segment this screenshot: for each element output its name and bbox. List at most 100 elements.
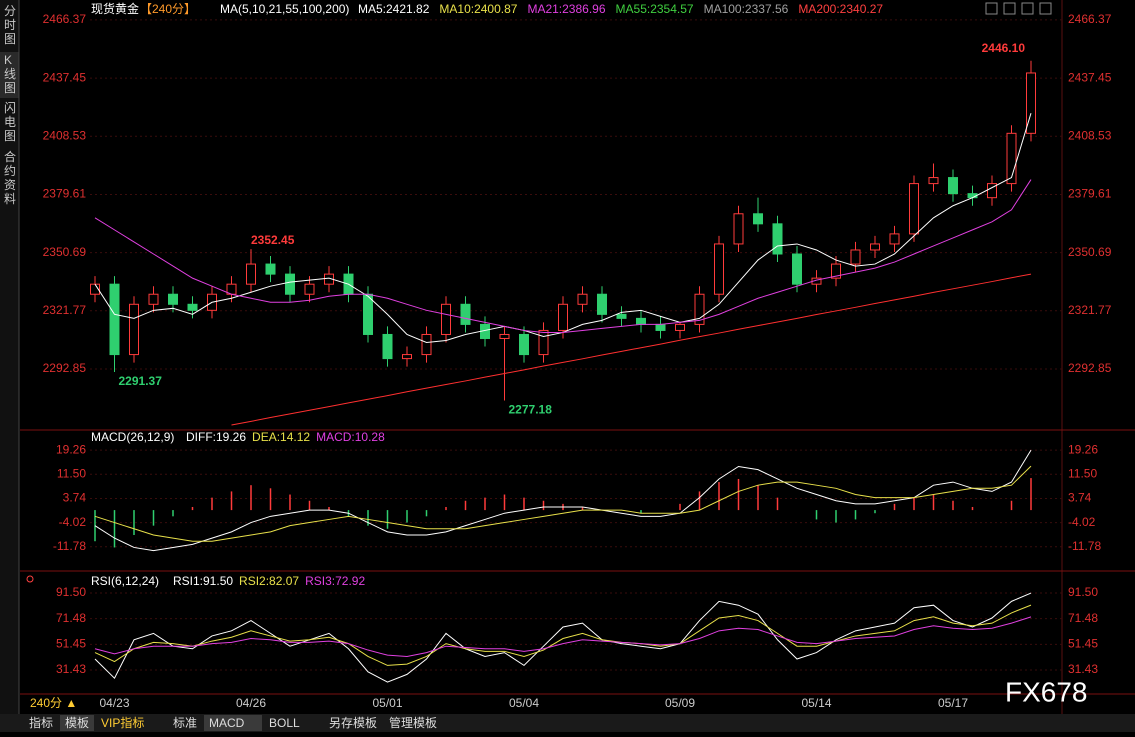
ma-line	[231, 273, 1032, 426]
y-tick-label: 2350.69	[43, 245, 87, 259]
y-tick-label: 71.48	[56, 611, 86, 625]
candle-body	[519, 333, 529, 356]
y-tick-label-right: 91.50	[1068, 585, 1098, 599]
candle-body	[850, 249, 861, 265]
icon[interactable]	[985, 2, 998, 15]
symbol: 现货黄金	[91, 1, 139, 16]
candle-body	[363, 293, 373, 335]
macd-title: MACD(26,12,9)	[91, 430, 174, 444]
price-annotation: 2446.10	[982, 41, 1026, 55]
y-tick-label: 11.50	[57, 466, 86, 480]
rsi-icon	[26, 575, 34, 583]
candle-body	[285, 273, 295, 295]
sidebar-item: 约	[4, 163, 16, 178]
sidebar-item: 时	[4, 18, 16, 32]
legend-item: RSI2:82.07	[239, 574, 299, 588]
candle-body	[733, 213, 744, 245]
sidebar-item: 电	[4, 115, 16, 129]
period: 【240分】	[140, 2, 196, 16]
sidebar-item: 资	[4, 178, 16, 192]
candle-body	[792, 253, 802, 285]
rsi-line	[94, 604, 1032, 666]
candle-body	[168, 293, 178, 305]
ma-legend: MA10:2400.87	[439, 2, 517, 16]
candle-body	[987, 183, 997, 199]
y-tick-label: 2292.85	[43, 361, 87, 375]
candle-body	[616, 313, 627, 319]
y-tick-label-right: 31.43	[1068, 662, 1098, 676]
y-tick-label-right: 2466.37	[1068, 12, 1112, 26]
candle-body	[148, 293, 159, 305]
candle-body	[909, 183, 919, 235]
y-tick-label-right: 51.45	[1068, 637, 1098, 651]
candle-body	[558, 303, 568, 331]
legend-item: DIFF:19.26	[186, 430, 246, 444]
candle-body	[714, 243, 724, 295]
ma-legend: MA21:2386.96	[527, 2, 605, 16]
tab[interactable]	[60, 715, 94, 731]
tab-label[interactable]: MACD	[209, 716, 245, 730]
candle-body	[597, 293, 607, 315]
candle-body	[265, 263, 276, 275]
sidebar-item: K	[4, 53, 12, 67]
ma-legend: MA5:2421.82	[358, 2, 430, 16]
tab-bar	[0, 714, 1135, 732]
x-tick-label: 05/09	[665, 696, 695, 710]
price-annotation: 2352.45	[251, 233, 295, 247]
y-tick-label-right: 19.26	[1068, 442, 1098, 456]
tab-label[interactable]: 管理模板	[389, 715, 437, 730]
ma-legend: MA55:2354.57	[616, 2, 694, 16]
x-tick-label: 05/01	[372, 696, 402, 710]
candle-body	[831, 263, 841, 279]
candle-body	[870, 243, 880, 251]
sidebar-item: 图	[4, 129, 16, 143]
candle-body	[636, 317, 646, 325]
y-tick-label: -11.78	[53, 539, 86, 553]
icon[interactable]	[1039, 2, 1052, 15]
tab-label[interactable]: 模板	[65, 716, 89, 730]
candle-body	[460, 303, 471, 325]
tab-label[interactable]: BOLL	[269, 716, 300, 730]
candle-body	[577, 293, 588, 305]
candle-body	[675, 323, 685, 331]
sidebar-item: 料	[4, 192, 16, 206]
candle-body	[655, 323, 666, 331]
y-tick-label: 2379.61	[43, 187, 87, 201]
candle-body	[402, 354, 412, 360]
tab-label[interactable]: 另存模板	[329, 716, 377, 730]
x-tick-label: 05/17	[938, 696, 968, 710]
ma-params: MA(5,10,21,55,100,200)	[220, 2, 349, 16]
y-tick-label-right: 2379.61	[1068, 187, 1112, 201]
sidebar-item: 图	[4, 32, 16, 46]
candle-body	[772, 223, 783, 255]
candle-body	[129, 303, 139, 356]
window-icons	[985, 2, 1052, 15]
candle-body	[948, 177, 958, 195]
macd-line	[94, 465, 1032, 542]
candle-body	[441, 303, 451, 335]
candle-body	[928, 177, 939, 185]
sidebar-active	[0, 52, 19, 98]
y-tick-label: 31.43	[56, 662, 86, 676]
x-tick-label: 04/23	[99, 696, 129, 710]
y-tick-label: 51.45	[56, 637, 86, 651]
y-tick-label: 2437.45	[43, 70, 87, 84]
ma-line	[94, 179, 1032, 333]
price-annotation: 2291.37	[119, 374, 163, 388]
rsi-line	[94, 592, 1032, 683]
candle-body	[187, 303, 198, 311]
period-label[interactable]: 240分 ▲	[30, 696, 77, 710]
legend-item: DEA:14.12	[252, 430, 310, 444]
tab-label[interactable]: 指标	[29, 715, 53, 730]
y-tick-label: 2466.37	[43, 12, 87, 26]
macd-line	[94, 449, 1032, 552]
y-tick-label-right: 2292.85	[1068, 361, 1112, 375]
candle-body	[499, 333, 510, 339]
candle-body	[694, 293, 705, 325]
icon[interactable]	[1003, 2, 1016, 15]
tab-label[interactable]: 标准	[173, 716, 197, 730]
icon[interactable]	[1021, 2, 1034, 15]
tab[interactable]	[204, 715, 262, 731]
tab-label[interactable]: VIP指标	[101, 715, 144, 730]
